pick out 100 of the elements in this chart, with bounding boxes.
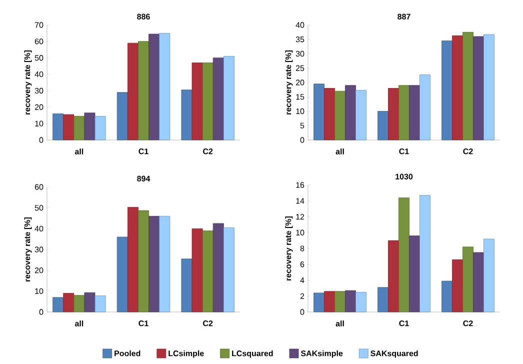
bar xyxy=(202,230,214,312)
bar xyxy=(388,240,399,312)
x-tick-label: C1 xyxy=(138,148,148,154)
bar xyxy=(356,90,366,140)
y-tick-label: 30 xyxy=(34,88,44,94)
chart-title: 894 xyxy=(137,176,150,182)
bar xyxy=(223,56,234,140)
y-axis-title: recovery rate [%] xyxy=(285,216,293,280)
bar xyxy=(148,216,160,312)
x-tick-label: all xyxy=(74,320,84,326)
bar xyxy=(181,258,192,312)
y-tick-label: 20 xyxy=(34,267,44,274)
y-tick-label: 50 xyxy=(34,55,44,61)
bar xyxy=(452,259,463,312)
y-tick-label: 0 xyxy=(39,137,44,143)
y-tick-label: 2 xyxy=(300,293,304,299)
bar xyxy=(63,293,74,312)
bar xyxy=(116,236,128,312)
bar xyxy=(84,292,96,312)
legend-label: SAKsquared xyxy=(370,350,418,358)
bar xyxy=(345,290,356,312)
bar xyxy=(127,207,138,312)
y-axis-title: recovery rate [%] xyxy=(285,50,293,114)
y-tick-label: 10 xyxy=(35,288,44,294)
bar xyxy=(452,35,463,140)
bar xyxy=(324,88,335,140)
y-tick-label: 0 xyxy=(300,137,304,143)
bar xyxy=(378,111,388,140)
x-tick-label: C2 xyxy=(463,148,473,154)
y-tick-label: 10 xyxy=(35,120,44,126)
bar xyxy=(192,228,203,312)
bar xyxy=(94,296,106,312)
x-tick-label: all xyxy=(336,320,344,326)
chart-title: 887 xyxy=(398,14,410,20)
y-tick-label: 35 xyxy=(296,36,304,42)
legend-label: LCsquared xyxy=(232,350,273,358)
bar xyxy=(63,114,74,140)
y-tick-label: 20 xyxy=(296,80,304,86)
bar xyxy=(334,291,346,312)
bar xyxy=(212,58,224,140)
legend-label: LCsimple xyxy=(168,350,204,358)
bar xyxy=(409,85,420,140)
bar xyxy=(398,85,410,140)
y-tick-label: 10 xyxy=(296,230,304,236)
bar xyxy=(148,34,160,140)
y-tick-label: 40 xyxy=(34,71,44,78)
y-tick-label: 0 xyxy=(300,309,304,315)
bar xyxy=(314,84,324,140)
bar xyxy=(116,92,128,140)
y-tick-label: 15 xyxy=(296,94,304,100)
bar xyxy=(420,195,430,312)
y-tick-label: 20 xyxy=(34,104,44,110)
bar xyxy=(74,295,85,312)
bar xyxy=(314,292,324,312)
y-tick-label: 6 xyxy=(300,262,304,268)
bar xyxy=(192,62,203,140)
y-axis-title: recovery rate [%] xyxy=(24,218,32,282)
bar xyxy=(334,90,346,140)
bar xyxy=(388,88,399,140)
legend-label: Pooled xyxy=(114,350,140,356)
chart-title: 1030 xyxy=(396,174,413,180)
y-tick-label: 30 xyxy=(296,50,304,57)
bar xyxy=(473,36,484,140)
bar xyxy=(212,223,224,312)
bar xyxy=(74,116,85,140)
bar xyxy=(84,112,96,140)
bar xyxy=(159,216,170,312)
bar xyxy=(94,116,106,140)
bar xyxy=(484,34,494,140)
bar xyxy=(442,280,452,312)
bar xyxy=(345,85,356,140)
bar xyxy=(378,287,388,312)
x-tick-label: C1 xyxy=(138,320,148,326)
bar xyxy=(398,197,410,312)
y-tick-label: 10 xyxy=(296,108,304,114)
bar xyxy=(409,236,420,312)
y-tick-label: 4 xyxy=(300,277,304,283)
y-tick-label: 5 xyxy=(300,122,304,128)
bar xyxy=(442,40,452,140)
x-tick-label: C2 xyxy=(203,320,213,326)
bar xyxy=(420,74,430,140)
y-tick-label: 12 xyxy=(296,214,304,220)
y-tick-label: 40 xyxy=(296,22,304,28)
y-axis-title: recovery rate [%] xyxy=(24,50,32,114)
chart-title: 886 xyxy=(137,14,150,20)
bar xyxy=(473,252,484,312)
bar xyxy=(159,33,170,140)
bar xyxy=(484,238,494,312)
bar xyxy=(138,210,149,312)
bar xyxy=(52,297,64,312)
y-tick-label: 30 xyxy=(34,246,44,252)
x-tick-label: C1 xyxy=(399,320,409,326)
bar xyxy=(138,41,149,140)
y-tick-label: 25 xyxy=(296,65,304,71)
bar xyxy=(202,62,214,140)
y-tick-label: 70 xyxy=(34,22,44,28)
x-tick-label: all xyxy=(336,148,344,154)
bar xyxy=(181,90,192,140)
x-tick-label: C2 xyxy=(463,320,473,326)
bar xyxy=(223,227,234,312)
